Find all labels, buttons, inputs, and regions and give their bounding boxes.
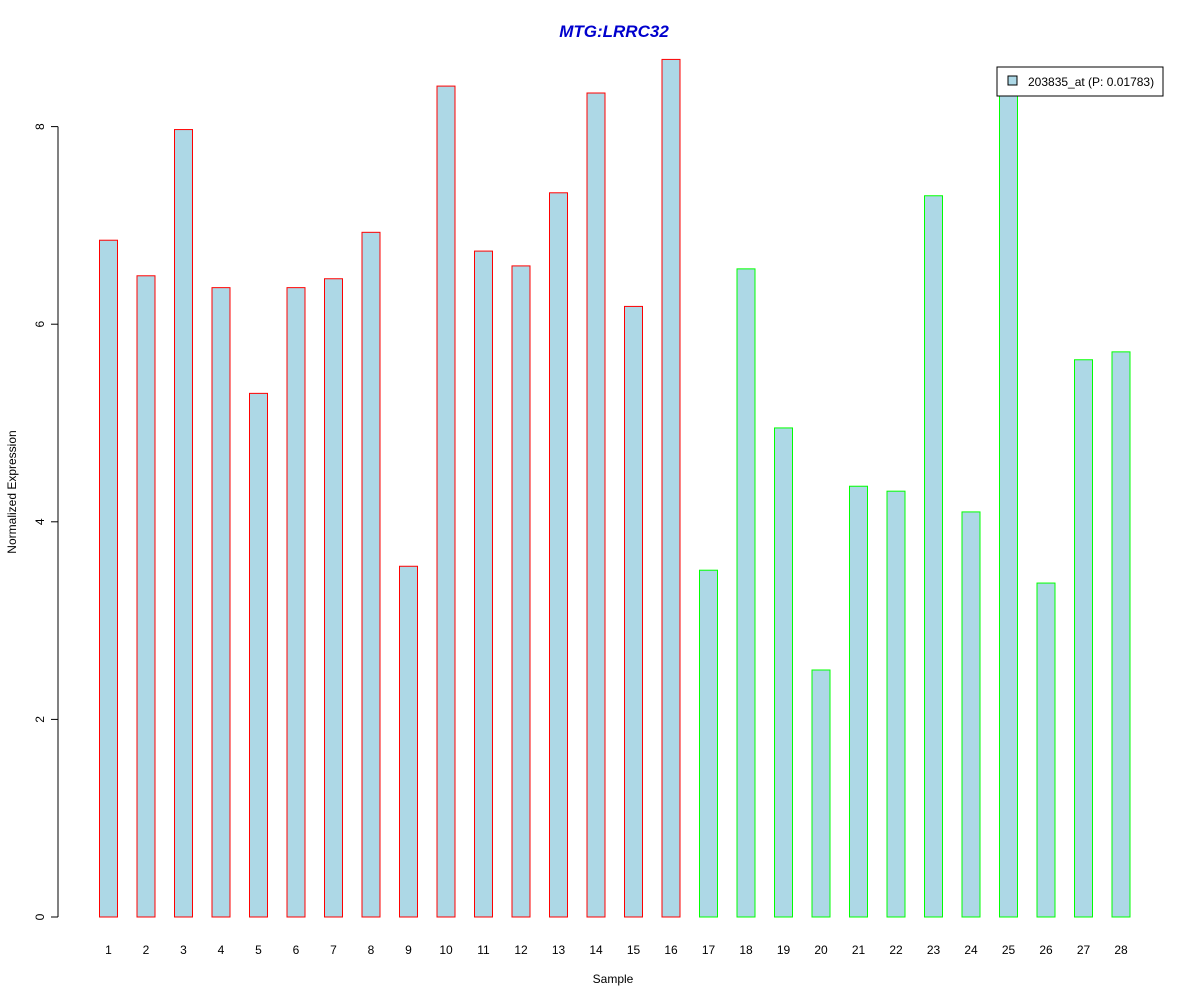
- legend-swatch: [1007, 75, 1018, 86]
- legend-label: 203835_at (P: 0.01783): [1028, 75, 1154, 89]
- bar-sample-25: [999, 86, 1018, 918]
- x-tick-label: 8: [368, 943, 375, 957]
- x-tick-label: 10: [439, 943, 453, 957]
- bar-sample-10: [436, 85, 456, 918]
- x-tick-label: 24: [964, 943, 978, 957]
- bar-sample-11: [474, 250, 493, 918]
- x-tick-label: 25: [1002, 943, 1016, 957]
- bar-sample-7: [324, 278, 343, 918]
- x-tick-label: 4: [218, 943, 225, 957]
- x-tick-label: 20: [814, 943, 828, 957]
- legend: 203835_at (P: 0.01783): [996, 66, 1164, 97]
- y-axis: 0 2 4 6 8: [33, 123, 59, 920]
- x-tick-label: 28: [1114, 943, 1128, 957]
- x-tick-label: 6: [293, 943, 300, 957]
- y-tick-label: 6: [33, 321, 47, 328]
- x-tick-label: 22: [889, 943, 903, 957]
- x-tick-label: 7: [330, 943, 337, 957]
- x-tick-label: 3: [180, 943, 187, 957]
- x-tick-label: 12: [514, 943, 528, 957]
- x-tick-label: 21: [852, 943, 866, 957]
- x-tick-label: 2: [143, 943, 150, 957]
- y-tick-label: 0: [33, 913, 47, 920]
- y-tick-label: 8: [33, 123, 47, 130]
- y-tick-label: 4: [33, 518, 47, 525]
- bar-sample-2: [136, 275, 156, 918]
- bar-sample-3: [174, 129, 193, 918]
- bar-sample-5: [249, 392, 268, 918]
- y-tick-label: 2: [33, 716, 47, 723]
- bar-sample-4: [211, 287, 231, 918]
- bar-sample-14: [586, 92, 606, 918]
- bar-sample-19: [774, 427, 793, 918]
- bar-sample-18: [736, 268, 756, 918]
- x-tick-label: 26: [1039, 943, 1053, 957]
- bar-sample-12: [511, 265, 531, 918]
- bar-sample-8: [361, 231, 381, 918]
- bar-sample-23: [924, 195, 943, 918]
- x-tick-label: 5: [255, 943, 262, 957]
- bar-sample-17: [699, 569, 718, 918]
- x-tick-label: 15: [627, 943, 641, 957]
- bar-sample-15: [624, 305, 643, 918]
- x-tick-labels: 1 2 3 4 5 6 7 8 9 10 11 12 13 14 15 16 17 18 19 20 21 22 23 24 2…: [105, 943, 1128, 957]
- x-tick-label: 17: [702, 943, 716, 957]
- bar-sample-20: [811, 669, 831, 918]
- bar-sample-27: [1074, 359, 1093, 918]
- bar-sample-1: [99, 239, 118, 918]
- bar-sample-28: [1111, 351, 1131, 918]
- x-tick-label: 18: [739, 943, 753, 957]
- bar-sample-21: [849, 485, 868, 918]
- bars-group: [99, 58, 1131, 918]
- bar-sample-16: [661, 58, 681, 918]
- x-tick-label: 1: [105, 943, 112, 957]
- x-tick-label: 14: [589, 943, 603, 957]
- chart-title: MTG:LRRC32: [559, 22, 669, 41]
- y-axis-label: Normalized Expression: [5, 430, 19, 553]
- x-tick-label: 16: [664, 943, 678, 957]
- x-tick-label: 13: [552, 943, 566, 957]
- x-tick-label: 27: [1077, 943, 1091, 957]
- x-axis-label: Sample: [593, 972, 634, 986]
- x-tick-label: 19: [777, 943, 791, 957]
- legend-box: [996, 66, 1164, 97]
- bar-sample-13: [549, 192, 568, 918]
- bar-sample-24: [961, 511, 981, 918]
- x-tick-label: 9: [405, 943, 412, 957]
- bar-sample-9: [399, 565, 418, 918]
- x-tick-label: 23: [927, 943, 941, 957]
- bar-sample-6: [286, 287, 306, 918]
- bar-sample-22: [886, 490, 906, 918]
- bar-sample-26: [1036, 582, 1056, 918]
- x-tick-label: 11: [477, 943, 490, 957]
